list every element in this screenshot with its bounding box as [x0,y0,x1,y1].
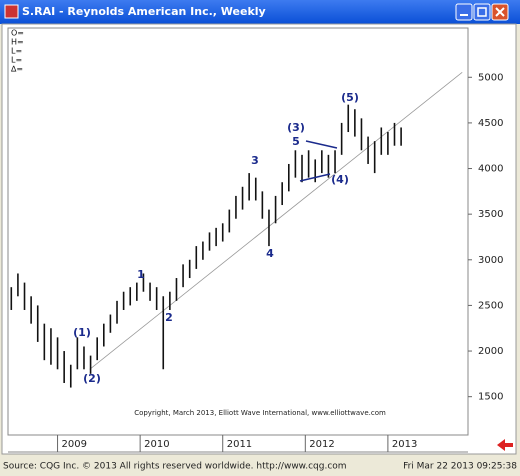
y-tick-label: 4500 [478,118,503,129]
readout: O= [11,29,24,38]
y-tick-label: 3000 [478,255,503,266]
status-time: Fri Mar 22 2013 09:25:38 [403,462,517,472]
wave-label: 3 [251,154,259,167]
wave-label: (4) [331,173,349,186]
y-tick-label: 3500 [478,209,503,220]
wave-label: (2) [83,372,101,385]
wave-label: 5 [292,135,300,148]
wedge-line [305,140,338,149]
readout: ∆= [10,65,23,74]
y-tick-label: 2500 [478,300,503,311]
y-tick-label: 5000 [478,72,503,83]
wave-label: 2 [165,311,173,324]
status-bar [0,456,520,476]
status-source: Source: CQG Inc. © 2013 All rights reser… [3,462,347,472]
scroll-arrow[interactable] [497,439,513,451]
title-bar [0,0,520,24]
readout: L= [11,56,22,65]
readout: L= [11,47,22,56]
wave-label: 1 [137,268,145,281]
app-icon [4,4,19,19]
copyright: Copyright, March 2013, Elliott Wave Inte… [134,409,386,417]
wave-label: 4 [266,247,274,260]
x-tick-label: 2010 [144,439,169,450]
x-tick-label: 2009 [62,439,87,450]
x-tick-label: 2012 [309,439,334,450]
window-title: S.RAI - Reynolds American Inc., Weekly [22,5,266,18]
wave-label: (5) [341,91,359,104]
y-tick-label: 4000 [478,164,503,175]
x-tick-label: 2013 [392,439,417,450]
plot-area [7,27,469,436]
minimize-button[interactable] [455,3,473,21]
wedge-line [299,173,331,182]
wave-label: (3) [287,121,305,134]
wave-label: (1) [73,326,91,339]
y-tick-label: 2000 [478,346,503,357]
x-tick-label: 2011 [227,439,252,450]
y-tick-label: 1500 [478,392,503,403]
maximize-button[interactable] [473,3,491,21]
readout: H= [11,38,24,47]
